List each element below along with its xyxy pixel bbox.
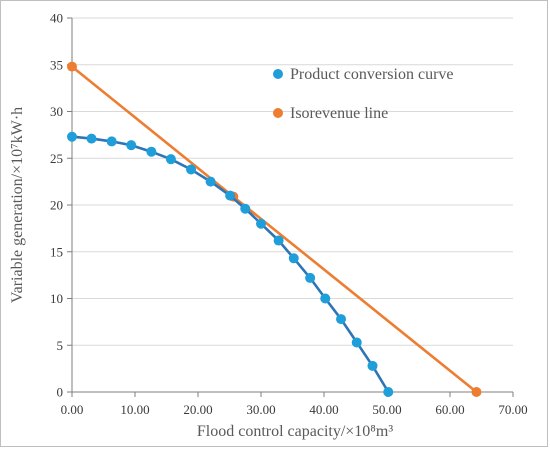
x-tick-label: 0.00 [61, 402, 84, 417]
x-tick-label: 30.00 [246, 402, 275, 417]
x-tick-label: 10.00 [120, 402, 149, 417]
legend-label-isorevenue-line: Isorevenue line [290, 105, 388, 122]
y-tick-label: 5 [57, 338, 64, 353]
y-tick-labels: 0 5 10 15 20 25 30 35 40 [50, 11, 63, 400]
data-point-product-conversion-curve [205, 176, 216, 187]
data-point-product-conversion-curve [320, 293, 331, 304]
data-point-product-conversion-curve [225, 190, 236, 201]
y-tick-label: 10 [50, 291, 63, 306]
y-tick-label: 15 [50, 244, 63, 259]
y-tick-label: 30 [50, 104, 63, 119]
legend-marker-product-conversion-curve [273, 69, 283, 79]
data-point-product-conversion-curve [288, 253, 299, 264]
data-point-product-conversion-curve [86, 133, 97, 144]
data-point-product-conversion-curve [186, 164, 197, 175]
legend: Product conversion curve Isorevenue line [273, 66, 454, 122]
x-tick-label: 60.00 [435, 402, 464, 417]
axes [67, 17, 514, 397]
x-tick-label: 20.00 [183, 402, 212, 417]
legend-label-product-conversion-curve: Product conversion curve [290, 66, 454, 83]
data-point-product-conversion-curve [256, 218, 266, 229]
data-point-isorevenue-line [67, 61, 77, 72]
grid-lines [72, 17, 513, 346]
data-point-product-conversion-curve [126, 140, 137, 151]
x-tick-label: 40.00 [309, 402, 338, 417]
y-tick-label: 0 [57, 385, 64, 400]
y-tick-label: 35 [50, 57, 63, 72]
series-product-conversion-curve [67, 131, 394, 397]
data-point-product-conversion-curve [240, 203, 251, 214]
y-tick-label: 20 [50, 198, 63, 213]
y-tick-label: 25 [50, 151, 63, 166]
data-point-product-conversion-curve [336, 314, 347, 325]
x-axis-title: Flood control capacity/×10⁸m³ [197, 423, 393, 440]
data-point-product-conversion-curve [351, 337, 362, 348]
data-point-product-conversion-curve [273, 235, 284, 246]
data-point-product-conversion-curve [106, 136, 117, 147]
x-tick-label: 70.00 [498, 402, 527, 417]
series [67, 61, 482, 397]
y-axis-title: Variable generation/×10⁷kW·h [9, 107, 26, 303]
data-point-product-conversion-curve [305, 272, 316, 283]
data-point-product-conversion-curve [146, 146, 157, 157]
data-point-product-conversion-curve [383, 387, 394, 397]
series-line-product-conversion-curve [71, 135, 390, 393]
data-point-product-conversion-curve [165, 154, 176, 165]
x-tick-labels: 0.00 10.00 20.00 30.00 40.00 50.00 60.00 70.00 [61, 402, 528, 417]
data-point-product-conversion-curve [367, 360, 378, 371]
y-tick-label: 40 [50, 11, 63, 26]
legend-marker-isorevenue-line [273, 108, 283, 118]
x-tick-label: 50.00 [372, 402, 401, 417]
data-point-product-conversion-curve [67, 131, 77, 142]
data-point-isorevenue-line [471, 387, 482, 397]
